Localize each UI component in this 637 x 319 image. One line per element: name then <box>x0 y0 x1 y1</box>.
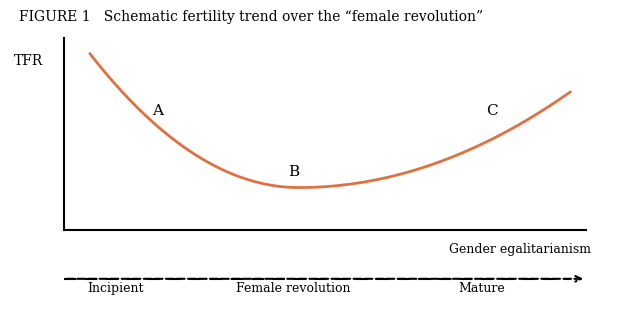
Text: A: A <box>152 104 163 118</box>
Text: TFR: TFR <box>13 54 43 68</box>
Text: C: C <box>486 104 498 118</box>
Text: B: B <box>288 165 299 179</box>
Text: Female revolution: Female revolution <box>236 282 351 295</box>
Text: FIGURE 1   Schematic fertility trend over the “female revolution”: FIGURE 1 Schematic fertility trend over … <box>19 10 483 24</box>
Text: Mature: Mature <box>458 282 505 295</box>
Text: Incipient: Incipient <box>88 282 144 295</box>
Text: Gender egalitarianism: Gender egalitarianism <box>449 243 591 256</box>
